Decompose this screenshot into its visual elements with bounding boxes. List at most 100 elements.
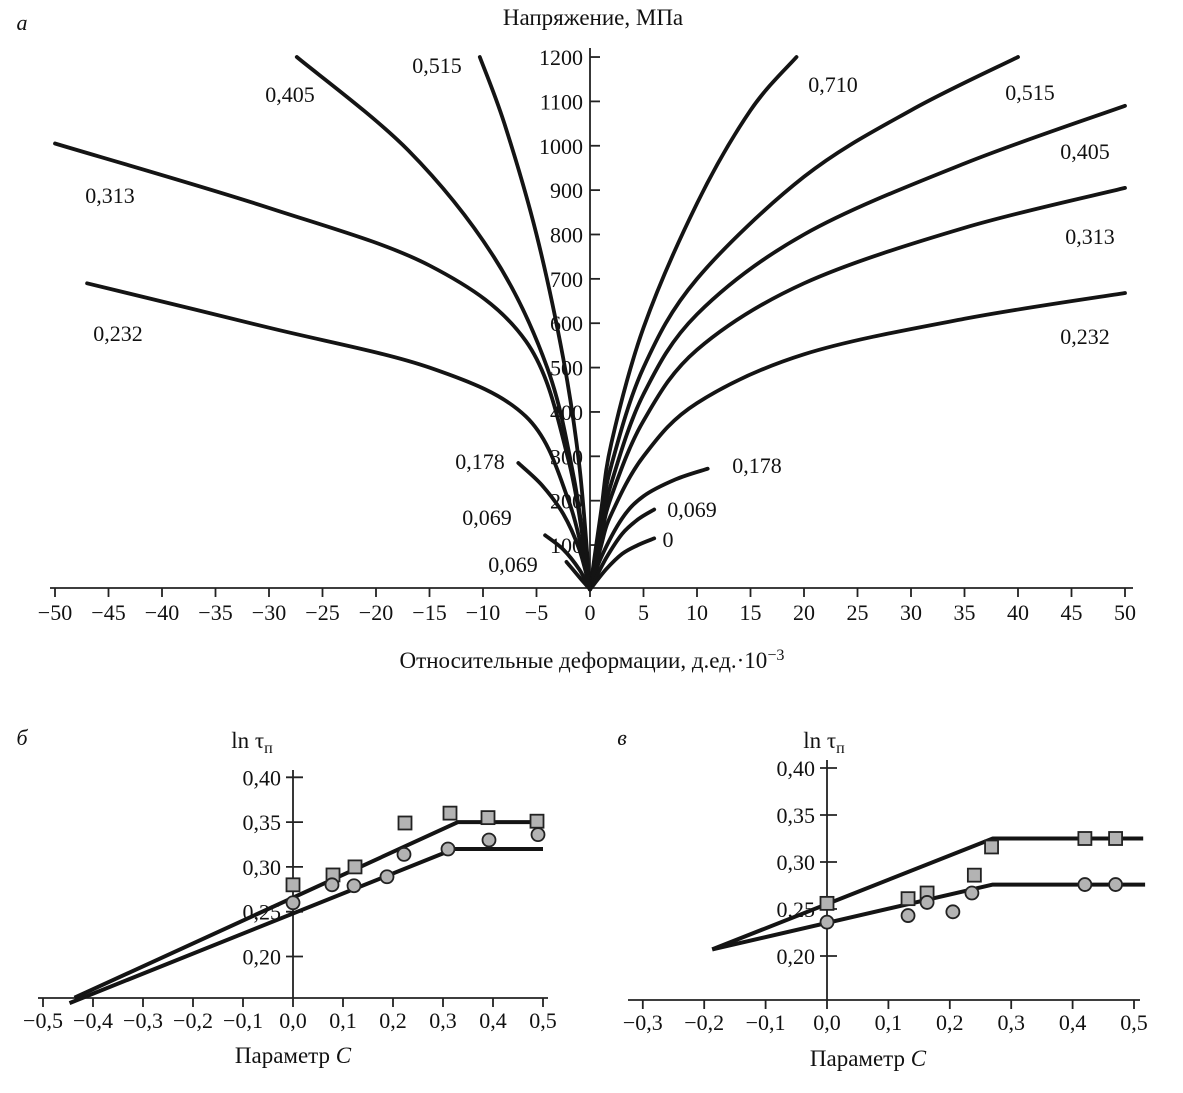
y-tick-label: 0,35 [243, 810, 282, 835]
x-tick-label: −30 [252, 600, 286, 625]
x-tick-label: 0,3 [429, 1008, 457, 1033]
lower-fit-line [68, 847, 543, 1005]
circle-marker [379, 869, 395, 885]
square-marker [529, 813, 545, 829]
square-marker [900, 891, 916, 907]
x-tick-label: 35 [954, 600, 976, 625]
circle-marker [1108, 877, 1123, 892]
x-tick-label: 40 [1007, 600, 1029, 625]
x-tick-label: 0,0 [279, 1008, 307, 1033]
x-tick-label: −25 [305, 600, 339, 625]
curve-left-11 [85, 281, 592, 592]
curve-label: 0,710 [808, 72, 858, 97]
x-tick-label: 25 [847, 600, 869, 625]
circle-marker [324, 877, 340, 893]
square-marker [984, 839, 999, 855]
circle-marker [964, 885, 980, 901]
circle-marker [819, 914, 835, 930]
circle-marker [530, 827, 546, 843]
x-tick-label: −5 [525, 600, 548, 625]
x-tick-label: −35 [198, 600, 232, 625]
x-tick-label: −0,1 [746, 1010, 786, 1035]
panel-letter-b: б [16, 725, 28, 750]
y-axis-title: Напряжение, МПа [503, 5, 683, 30]
x-tick-label: −0,2 [173, 1008, 213, 1033]
x-tick-label: 0,2 [936, 1010, 964, 1035]
panel-b: −0,5 −0,4 −0,3 −0,2 −0,1 0,0 0,1 0,2 0,3 0,4 0,5 0,… [16, 725, 556, 1068]
y-tick-label: 0,20 [777, 944, 816, 969]
x-axis-title: Параметр C [810, 1046, 927, 1071]
x-tick-label: −10 [466, 600, 500, 625]
x-tick-label: 5 [638, 600, 649, 625]
curve-label: 0,405 [265, 82, 315, 107]
curve-label: 0,313 [85, 183, 135, 208]
x-tick-label: 30 [900, 600, 922, 625]
curve-left-8 [477, 55, 592, 592]
panel-v: −0,3 −0,2 −0,1 0,0 0,1 0,2 0,3 0,4 0,50,200,250,… [617, 725, 1148, 1071]
curve-label: 0,178 [455, 449, 505, 474]
x-tick-label: −20 [359, 600, 393, 625]
x-tick-label: −0,1 [223, 1008, 263, 1033]
circle-marker [919, 895, 935, 910]
curve-right-2 [588, 103, 1127, 592]
y-tick-label: 0,20 [243, 945, 282, 970]
y-tick-label: 0,30 [243, 855, 282, 880]
x-tick-label: −0,4 [73, 1008, 113, 1033]
x-tick-label: 0,1 [875, 1010, 903, 1035]
circle-marker [346, 878, 362, 894]
panel-letter-a: а [17, 10, 28, 35]
curve-label: 0,405 [1060, 139, 1110, 164]
upper-fit-line [73, 820, 543, 1000]
curve-label: 0,232 [93, 321, 143, 346]
y-tick-label: 700 [550, 267, 583, 292]
x-axis-title: Параметр C [235, 1043, 352, 1068]
x-axis-title: Относительные деформации, д.ед.·10−3 [400, 647, 785, 673]
x-tick-label: 0,2 [379, 1008, 407, 1033]
y-axis-title: ln τп [231, 728, 273, 757]
square-marker [1108, 831, 1123, 846]
curve-label: 0,069 [488, 552, 538, 577]
curve-right-6 [588, 507, 657, 592]
square-marker [966, 867, 982, 883]
curve-label: 0,178 [732, 453, 782, 478]
x-tick-label: −45 [91, 600, 125, 625]
x-tick-label: −0,2 [684, 1010, 724, 1035]
x-tick-label: 0,0 [813, 1010, 841, 1035]
curve-label: 0,069 [667, 497, 717, 522]
square-marker [480, 810, 496, 826]
x-tick-label: 0 [585, 600, 596, 625]
curve-right-3 [588, 186, 1127, 592]
y-tick-label: 0,30 [777, 850, 816, 875]
curve-label: 0 [663, 527, 674, 552]
circle-marker [396, 846, 412, 862]
curve-right-4 [588, 291, 1127, 592]
x-tick-label: 0,3 [997, 1010, 1025, 1035]
square-marker [285, 877, 301, 893]
circle-marker [945, 904, 961, 920]
curve-label: 0,232 [1060, 324, 1110, 349]
y-axis-title: ln τп [803, 728, 845, 757]
curve-right-7 [588, 536, 657, 592]
curve-label: 0,515 [1005, 80, 1055, 105]
curve-left-10 [53, 141, 592, 592]
upper-fit-line [711, 836, 1144, 952]
square-marker [442, 805, 458, 821]
x-tick-label: 0,4 [1059, 1010, 1087, 1035]
square-marker [397, 815, 413, 831]
x-tick-label: 0,5 [1120, 1010, 1148, 1035]
lower-fit-line [711, 882, 1146, 952]
y-tick-label: 0,35 [777, 803, 816, 828]
square-marker [347, 859, 363, 875]
curve-left-14 [564, 560, 592, 592]
x-tick-label: 0,1 [329, 1008, 357, 1033]
x-tick-label: 50 [1114, 600, 1136, 625]
x-tick-label: −15 [412, 600, 446, 625]
x-tick-label: 20 [793, 600, 815, 625]
curve-label: 0,313 [1065, 224, 1115, 249]
y-tick-label: 0,40 [777, 756, 816, 781]
circle-marker [1077, 877, 1093, 892]
y-tick-label: 1200 [539, 45, 583, 70]
circle-marker [481, 832, 497, 848]
